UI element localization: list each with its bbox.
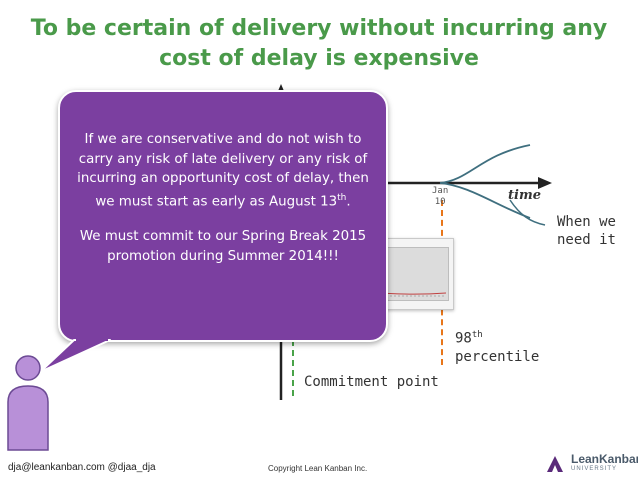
date-day: 10 xyxy=(434,197,446,207)
speech-bubble: If we are conservative and do not wish t… xyxy=(58,90,388,342)
leankanban-logo-icon xyxy=(547,456,563,472)
time-axis-arrowhead xyxy=(538,177,552,189)
bubble-paragraph-1: If we are conservative and do not wish t… xyxy=(77,132,369,209)
percentile-word: percentile xyxy=(455,348,540,365)
time-axis-label: time xyxy=(508,188,541,203)
percentile-number: 98 xyxy=(455,330,472,347)
leankanban-logo: LeanKanban UNIVERSITY xyxy=(543,452,638,476)
copyright-notice: Copyright Lean Kanban Inc. xyxy=(268,464,368,473)
pointer-curve xyxy=(509,199,546,226)
date-label: Jan 10 xyxy=(432,186,448,208)
percentile-label: 98th percentile xyxy=(455,326,539,366)
upper-curve xyxy=(439,144,531,184)
slide-title: To be certain of delivery without incurr… xyxy=(0,14,638,74)
slide-title-line-2: cost of delay is expensive xyxy=(159,46,479,71)
date-month: Jan xyxy=(432,186,449,196)
logo-name: LeanKanban xyxy=(571,452,638,466)
commitment-point-label: Commitment point xyxy=(304,374,439,390)
logo-subtitle: UNIVERSITY xyxy=(571,466,618,472)
when-needed-label: When we need it xyxy=(556,214,616,248)
slide-title-line-1: To be certain of delivery without incurr… xyxy=(30,16,608,41)
contact-info: dja@leankanban.com @djaa_dja xyxy=(8,462,156,473)
bubble-paragraph-2: We must commit to our Spring Break 2015 … xyxy=(79,229,367,264)
percentile-suffix: th xyxy=(471,330,483,340)
lower-curve xyxy=(439,182,531,219)
commitment-line xyxy=(292,340,294,396)
